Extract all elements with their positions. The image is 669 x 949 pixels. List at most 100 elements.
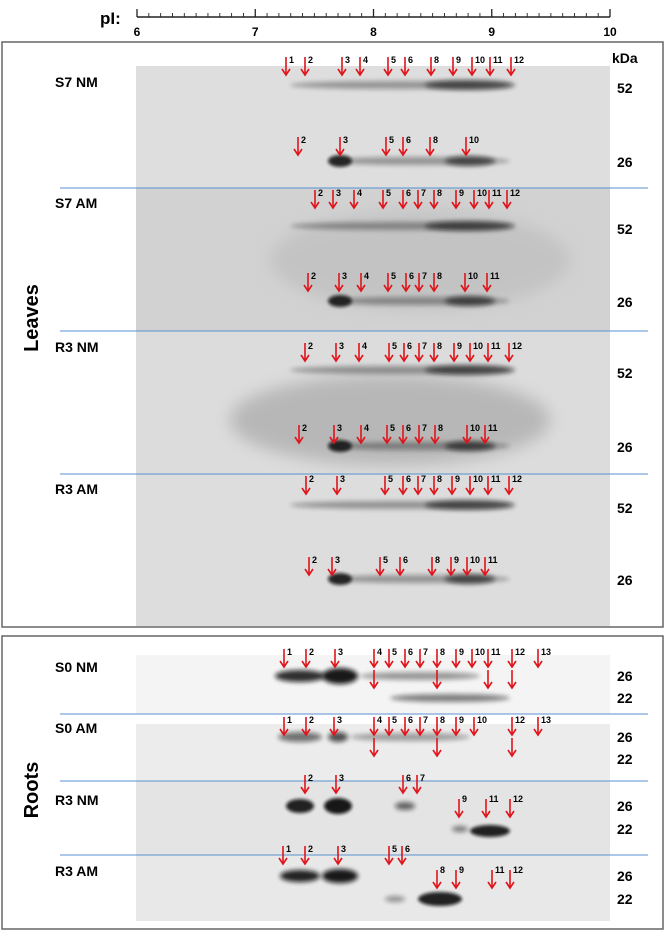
spot-arrow: 2 [301, 647, 314, 669]
spot-arrow: 3 [328, 188, 341, 210]
spot-arrow: 9 [447, 474, 460, 496]
spot-arrow: 8 [430, 423, 443, 445]
spot-number: 12 [515, 715, 525, 725]
spot-arrow: 10 [467, 647, 485, 669]
protein-spot [280, 870, 320, 882]
spot-number: 3 [345, 55, 350, 65]
spot-arrow: 11 [483, 474, 501, 496]
spot-number: 10 [475, 647, 485, 657]
spot-arrow [432, 870, 442, 890]
spot-number: 1 [289, 55, 294, 65]
spot-number: 3 [342, 271, 347, 281]
spot-arrow: 5 [384, 341, 397, 363]
spot-number: 4 [364, 271, 369, 281]
pi-axis: pI: 6 7 8 9 10 [100, 9, 617, 39]
spot-arrow: 2 [301, 474, 314, 496]
spot-arrow: 12 [507, 715, 525, 737]
spot-arrow: 7 [414, 423, 427, 445]
panel-label: R3 NM [55, 792, 99, 808]
spot-number: 9 [456, 55, 461, 65]
spot-arrow: 8 [429, 271, 442, 293]
spot-number: 7 [422, 423, 427, 433]
spot-number: 5 [391, 271, 396, 281]
spot-number: 10 [468, 271, 478, 281]
spot-arrow: 7 [415, 715, 428, 737]
spot-number: 8 [437, 474, 442, 484]
spot-arrow: 12 [504, 341, 522, 363]
spot-number: 3 [337, 423, 342, 433]
spot-number: 2 [301, 135, 306, 145]
spot-arrow: 4 [369, 647, 382, 669]
spot-arrow: 1 [279, 647, 292, 669]
protein-spot [445, 574, 495, 584]
spot-number: 12 [513, 865, 523, 875]
spot-number: 6 [408, 55, 413, 65]
spot-arrow: 7 [414, 271, 427, 293]
spot-number: 7 [420, 773, 425, 783]
panel-label: R3 AM [55, 481, 98, 497]
leaf-gels [136, 66, 610, 626]
spot-number: 3 [338, 647, 343, 657]
spot-number: 8 [437, 341, 442, 351]
spot-number: 5 [392, 715, 397, 725]
spot-arrow: 8 [426, 55, 439, 77]
spot-arrow: 4 [349, 188, 362, 210]
spot-arrow [483, 670, 493, 690]
spot-number: 3 [341, 844, 346, 854]
spot-arrow: 4 [355, 55, 368, 77]
spot-number: 3 [335, 555, 340, 565]
panel-label: R3 AM [55, 863, 98, 879]
spot-arrow [507, 670, 517, 690]
spot-arrow: 6 [400, 715, 413, 737]
spot-number: 11 [488, 423, 498, 433]
spot-number: 9 [459, 865, 464, 875]
spot-number: 13 [541, 715, 551, 725]
mw-marker: 26 [617, 729, 633, 745]
protein-spot [425, 500, 515, 510]
spot-number: 7 [423, 715, 428, 725]
spot-arrow: 8 [429, 341, 442, 363]
spot-arrow: 5 [381, 135, 394, 157]
spot-number: 8 [434, 55, 439, 65]
protein-spot [445, 156, 495, 166]
spot-arrow: 6 [395, 555, 408, 577]
spot-number: 11 [488, 555, 498, 565]
spot-number: 5 [390, 423, 395, 433]
mw-marker: 22 [617, 891, 633, 907]
spot-arrow: 8 [427, 555, 440, 577]
dividers [60, 187, 648, 856]
spot-arrow: 3 [337, 55, 350, 77]
spot-arrow: 3 [330, 647, 343, 669]
spot-arrow: 5 [375, 555, 388, 577]
spot-number: 12 [512, 474, 522, 484]
pi-tick-label: 9 [488, 25, 495, 39]
spot-arrow: 8 [432, 715, 445, 737]
spot-arrow: 5 [384, 844, 397, 866]
spot-arrow: 6 [397, 844, 410, 866]
pi-axis-label: pI: [100, 9, 121, 28]
spot-arrow: 4 [354, 341, 367, 363]
protein-spot [390, 694, 510, 702]
spot-arrow: 12 [506, 55, 524, 77]
protein-spot [385, 896, 405, 902]
spot-number: 11 [491, 341, 501, 351]
protein-spot [425, 221, 515, 231]
mw-marker: 26 [617, 154, 633, 170]
spot-arrow: 9 [451, 188, 464, 210]
spot-number: 4 [362, 341, 367, 351]
spot-arrow: 9 [451, 715, 464, 737]
protein-spot [286, 799, 314, 813]
spot-arrow: 4 [369, 715, 382, 737]
mw-marker: 52 [617, 80, 633, 96]
spot-arrow: 8 [429, 188, 442, 210]
spot-number: 10 [477, 188, 487, 198]
gel-image [136, 655, 610, 714]
protein-spot [322, 869, 358, 883]
spot-arrow: 8 [429, 474, 442, 496]
gel-image [136, 781, 610, 855]
spot-arrow: 11 [484, 188, 502, 210]
spot-number: 5 [388, 474, 393, 484]
spot-number: 3 [340, 474, 345, 484]
leaves-section-label: Leaves [21, 284, 43, 352]
